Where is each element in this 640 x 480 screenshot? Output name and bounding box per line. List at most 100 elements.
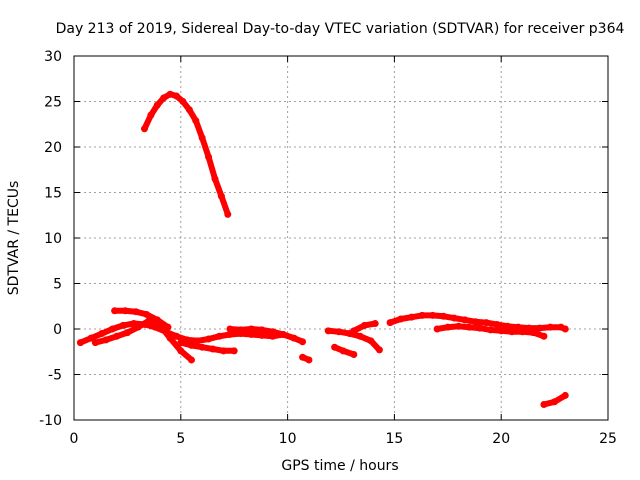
data-point [519,328,527,336]
data-point [111,307,119,315]
data-point [279,330,287,338]
data-point [76,339,84,347]
data-point [209,345,217,353]
data-point [324,327,332,335]
data-point [299,353,307,361]
data-point [529,329,537,337]
data-point [226,325,234,333]
y-tick-label: 25 [44,95,62,111]
series-arc-b [91,317,195,364]
chart-title: Day 213 of 2019, Sidereal Day-to-day VTE… [56,21,625,37]
data-point [224,210,232,218]
data-point [356,332,364,340]
data-point [87,334,95,342]
data-point [194,337,202,345]
data-point [371,320,379,328]
x-tick-label: 25 [599,431,617,447]
data-point [205,153,213,161]
data-point [123,329,131,337]
y-tick-label: 30 [44,49,62,65]
data-point [508,328,516,336]
data-point [561,325,569,333]
data-point [299,338,307,346]
data-point [561,391,569,399]
data-point [132,308,140,316]
data-point [247,330,255,338]
data-point [407,313,415,321]
data-point [476,324,484,332]
data-point [536,324,544,332]
series-arc-high [140,90,232,218]
data-point [98,330,106,338]
data-point [220,347,228,355]
data-point [205,335,213,343]
data-point [192,117,200,125]
x-tick-label: 15 [385,431,403,447]
series-arc-k [433,322,548,340]
x-tick-label: 10 [279,431,297,447]
data-point [113,332,121,340]
y-tick-label: 15 [44,186,62,202]
data-point [375,346,383,354]
y-tick-label: 10 [44,231,62,247]
data-point [504,322,512,330]
series-arc-l [540,391,569,409]
data-point [546,323,554,331]
y-tick-label: -10 [39,413,62,429]
data-point [153,316,161,324]
data-point [482,319,490,327]
data-point [367,337,375,345]
y-tick-label: 5 [53,277,62,293]
series-arc-d [177,339,238,355]
data-point [211,175,219,183]
data-point [91,339,99,347]
data-point [360,321,368,329]
y-tick-label: 0 [53,322,62,338]
data-point [397,315,405,323]
data-point [185,106,193,114]
data-point [418,311,426,319]
data-point [160,94,168,102]
data-point [134,323,142,331]
data-point [119,321,127,329]
data-point [198,343,206,351]
data-point [551,398,559,406]
data-point [247,325,255,333]
data-point [143,310,151,318]
data-point [493,320,501,328]
series-arc-c [111,307,172,331]
data-point [164,323,172,331]
data-point [350,350,358,358]
data-point [472,318,480,326]
x-tick-label: 20 [492,431,510,447]
data-point [121,307,129,315]
data-point [335,328,343,336]
data-point [140,125,148,133]
series-arc-f [299,353,313,364]
data-point [339,347,347,355]
data-point [461,316,469,324]
data-point [166,90,174,98]
data-point [258,331,266,339]
data-point [177,347,185,355]
data-point [454,322,462,330]
data-point [540,401,548,409]
data-point [237,326,245,334]
data-point [444,323,452,331]
data-point [102,336,110,344]
data-point [465,323,473,331]
series-arc-j [386,311,569,333]
data-point [269,328,277,336]
data-point [230,347,238,355]
data-point [487,326,495,334]
data-point [331,343,339,351]
data-point [429,311,437,319]
x-tick-label: 0 [70,431,79,447]
data-point [226,330,234,338]
data-point [173,332,181,340]
data-point [217,192,225,200]
series-arc-h [331,343,358,358]
data-point [497,327,505,335]
